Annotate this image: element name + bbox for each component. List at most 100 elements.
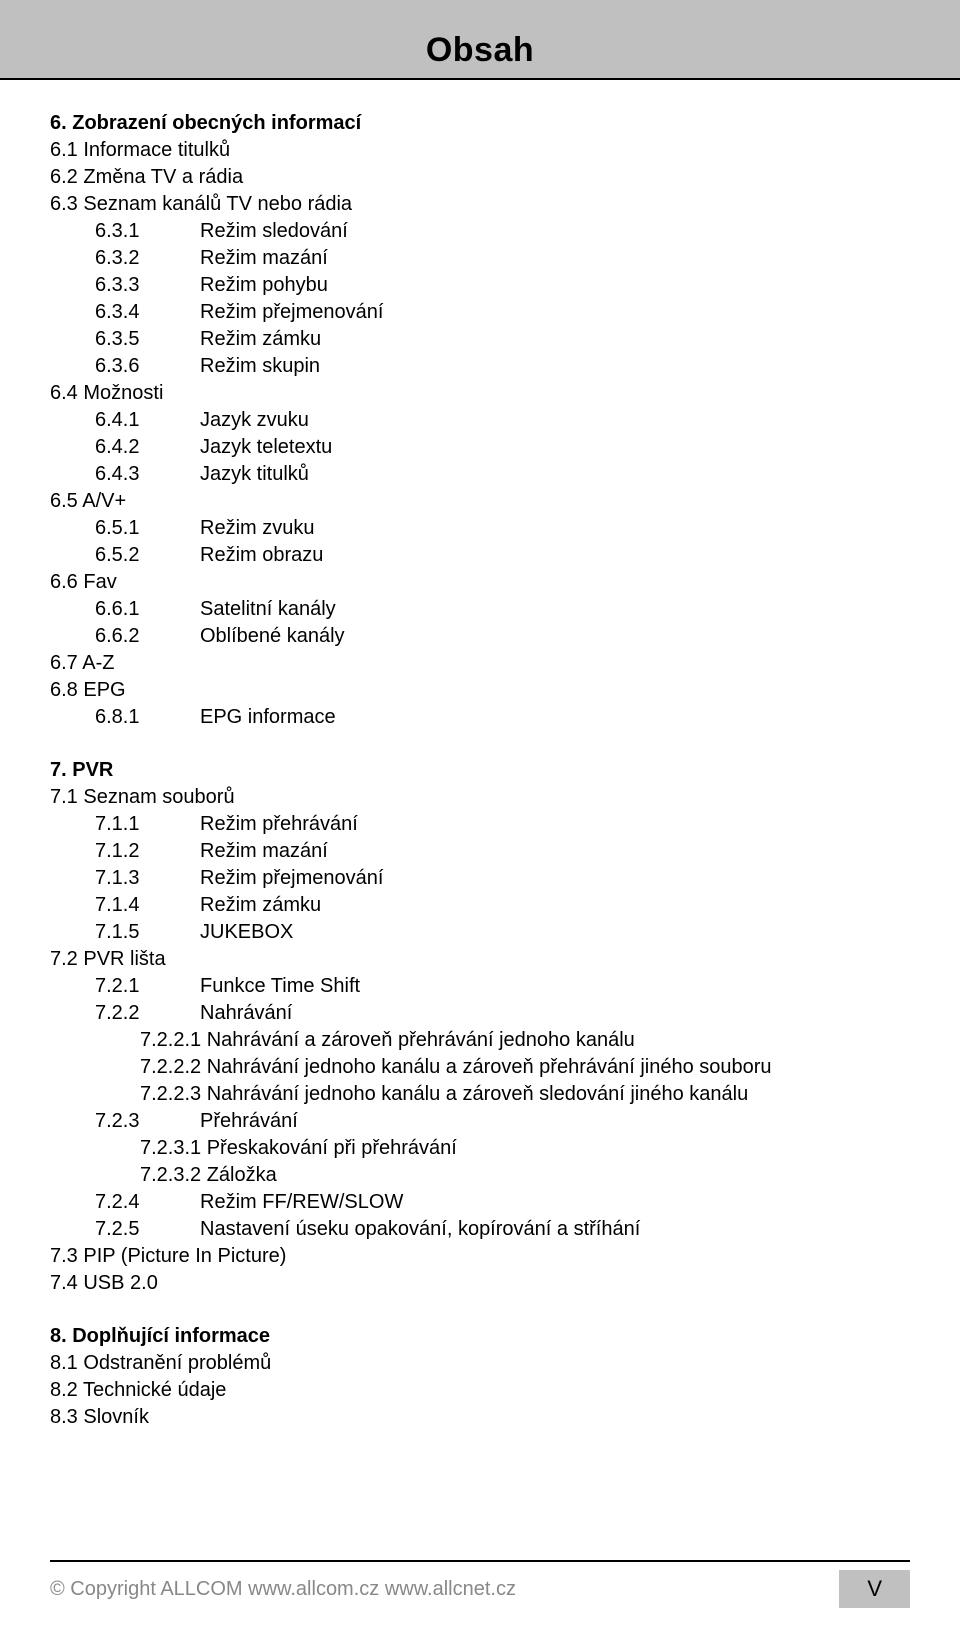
toc-entry: 7.2.2.3 Nahrávání jednoho kanálu a zárov… (50, 1081, 748, 1108)
toc-row: 7.1.2Režim mazání (50, 838, 910, 865)
toc-number: 6.3.2 (50, 245, 200, 272)
toc-row: 6.7 A-Z (50, 650, 910, 677)
toc-text: Režim sledování (200, 218, 348, 245)
toc-row: 7.2.5Nastavení úseku opakování, kopírová… (50, 1216, 910, 1243)
toc-row: 6.4 Možnosti (50, 380, 910, 407)
toc-row: 7.2.2.3 Nahrávání jednoho kanálu a zárov… (50, 1081, 910, 1108)
toc-row: 6.3.1Režim sledování (50, 218, 910, 245)
toc-text: Režim mazání (200, 245, 328, 272)
toc-number: 7.2.4 (50, 1189, 200, 1216)
toc-row: 6.5 A/V+ (50, 488, 910, 515)
toc-row: 7.2.2Nahrávání (50, 1000, 910, 1027)
toc-text: Režim FF/REW/SLOW (200, 1189, 403, 1216)
toc-number: 7.1.5 (50, 919, 200, 946)
toc-number: 6.3.1 (50, 218, 200, 245)
toc-entry: 6.4 Možnosti (50, 380, 163, 407)
toc-number: 6.4.3 (50, 461, 200, 488)
toc-number: 7.2.2 (50, 1000, 200, 1027)
toc-row: 8.2 Technické údaje (50, 1377, 910, 1404)
toc-row: 6.1 Informace titulků (50, 137, 910, 164)
toc-entry: 7.3 PIP (Picture In Picture) (50, 1243, 286, 1270)
toc-row: 7.2.3.1 Přeskakování při přehrávání (50, 1135, 910, 1162)
toc-number: 6.3.6 (50, 353, 200, 380)
toc-row: 8. Doplňující informace (50, 1323, 910, 1350)
toc-text: Satelitní kanály (200, 596, 336, 623)
toc-text: Režim pohybu (200, 272, 328, 299)
toc-row: 6.2 Změna TV a rádia (50, 164, 910, 191)
toc-row: 6.3.3Režim pohybu (50, 272, 910, 299)
toc-row: 6.3.2Režim mazání (50, 245, 910, 272)
toc-entry: 7.1 Seznam souborů (50, 784, 235, 811)
toc-number: 7.1.2 (50, 838, 200, 865)
toc-entry: 7.2.2.2 Nahrávání jednoho kanálu a zárov… (50, 1054, 772, 1081)
toc-number: 6.6.2 (50, 623, 200, 650)
page-title: Obsah (426, 31, 534, 70)
toc-text: Oblíbené kanály (200, 623, 345, 650)
toc-entry: 7.2.2.1 Nahrávání a zároveň přehrávání j… (50, 1027, 635, 1054)
toc-entry: 8. Doplňující informace (50, 1323, 270, 1350)
toc-text: Nastavení úseku opakování, kopírování a … (200, 1216, 640, 1243)
toc-entry: 8.2 Technické údaje (50, 1377, 226, 1404)
toc-text: Režim zámku (200, 326, 321, 353)
toc-number: 7.2.1 (50, 973, 200, 1000)
toc-text: Režim mazání (200, 838, 328, 865)
toc-row: 6.4.3Jazyk titulků (50, 461, 910, 488)
toc-text: Jazyk teletextu (200, 434, 332, 461)
toc-text: JUKEBOX (200, 919, 293, 946)
toc-number: 7.2.5 (50, 1216, 200, 1243)
toc-row: 7.2.4Režim FF/REW/SLOW (50, 1189, 910, 1216)
toc-number: 6.5.2 (50, 542, 200, 569)
toc-row: 7.4 USB 2.0 (50, 1270, 910, 1297)
toc-row: 7.2 PVR lišta (50, 946, 910, 973)
toc-number: 6.5.1 (50, 515, 200, 542)
copyright-text: © Copyright ALLCOM www.allcom.cz www.all… (50, 1578, 516, 1601)
toc-row: 6.8 EPG (50, 677, 910, 704)
toc-entry: 6.1 Informace titulků (50, 137, 230, 164)
toc-text: Režim přejmenování (200, 865, 383, 892)
toc-number: 6.6.1 (50, 596, 200, 623)
toc-row: 7.2.1Funkce Time Shift (50, 973, 910, 1000)
toc-row: 7.1.5JUKEBOX (50, 919, 910, 946)
toc-entry: 6. Zobrazení obecných informací (50, 110, 361, 137)
toc-entry: 7. PVR (50, 757, 113, 784)
toc-row: 6.8.1EPG informace (50, 704, 910, 731)
toc-row: 6.3.4Režim přejmenování (50, 299, 910, 326)
toc-entry: 7.2.3.1 Přeskakování při přehrávání (50, 1135, 457, 1162)
toc-entry: 8.1 Odstranění problémů (50, 1350, 271, 1377)
toc-row: 7.2.3.2 Záložka (50, 1162, 910, 1189)
toc-entry: 6.6 Fav (50, 569, 117, 596)
toc-row: 7.2.2.2 Nahrávání jednoho kanálu a zárov… (50, 1054, 910, 1081)
toc-row: 7.2.3Přehrávání (50, 1108, 910, 1135)
toc-row: 8.1 Odstranění problémů (50, 1350, 910, 1377)
toc-entry: 8.3 Slovník (50, 1404, 149, 1431)
toc-number: 7.2.3 (50, 1108, 200, 1135)
toc-number: 7.1.1 (50, 811, 200, 838)
toc-text: Funkce Time Shift (200, 973, 360, 1000)
toc-row: 8.3 Slovník (50, 1404, 910, 1431)
toc-text: Režim přejmenování (200, 299, 383, 326)
toc-row: 6. Zobrazení obecných informací (50, 110, 910, 137)
toc-number: 6.3.3 (50, 272, 200, 299)
toc-number: 6.8.1 (50, 704, 200, 731)
toc-row: 7.1.3Režim přejmenování (50, 865, 910, 892)
toc-number: 7.1.4 (50, 892, 200, 919)
toc-text: EPG informace (200, 704, 336, 731)
toc-row: 6.4.2Jazyk teletextu (50, 434, 910, 461)
toc-text: Režim obrazu (200, 542, 323, 569)
toc-row: 6.4.1Jazyk zvuku (50, 407, 910, 434)
toc-text: Jazyk titulků (200, 461, 309, 488)
toc-number: 6.3.5 (50, 326, 200, 353)
toc-entry: 7.2.3.2 Záložka (50, 1162, 277, 1189)
toc-entry: 7.2 PVR lišta (50, 946, 166, 973)
toc-number: 6.4.2 (50, 434, 200, 461)
toc-row: 7.1.4Režim zámku (50, 892, 910, 919)
toc-text: Režim skupin (200, 353, 320, 380)
toc-row: 6.3.6Režim skupin (50, 353, 910, 380)
section-gap (50, 1297, 910, 1323)
toc-content: 6. Zobrazení obecných informací6.1 Infor… (0, 80, 960, 1431)
toc-row: 6.5.1Režim zvuku (50, 515, 910, 542)
toc-text: Jazyk zvuku (200, 407, 309, 434)
toc-entry: 6.3 Seznam kanálů TV nebo rádia (50, 191, 352, 218)
toc-row: 7.2.2.1 Nahrávání a zároveň přehrávání j… (50, 1027, 910, 1054)
toc-text: Režim přehrávání (200, 811, 358, 838)
